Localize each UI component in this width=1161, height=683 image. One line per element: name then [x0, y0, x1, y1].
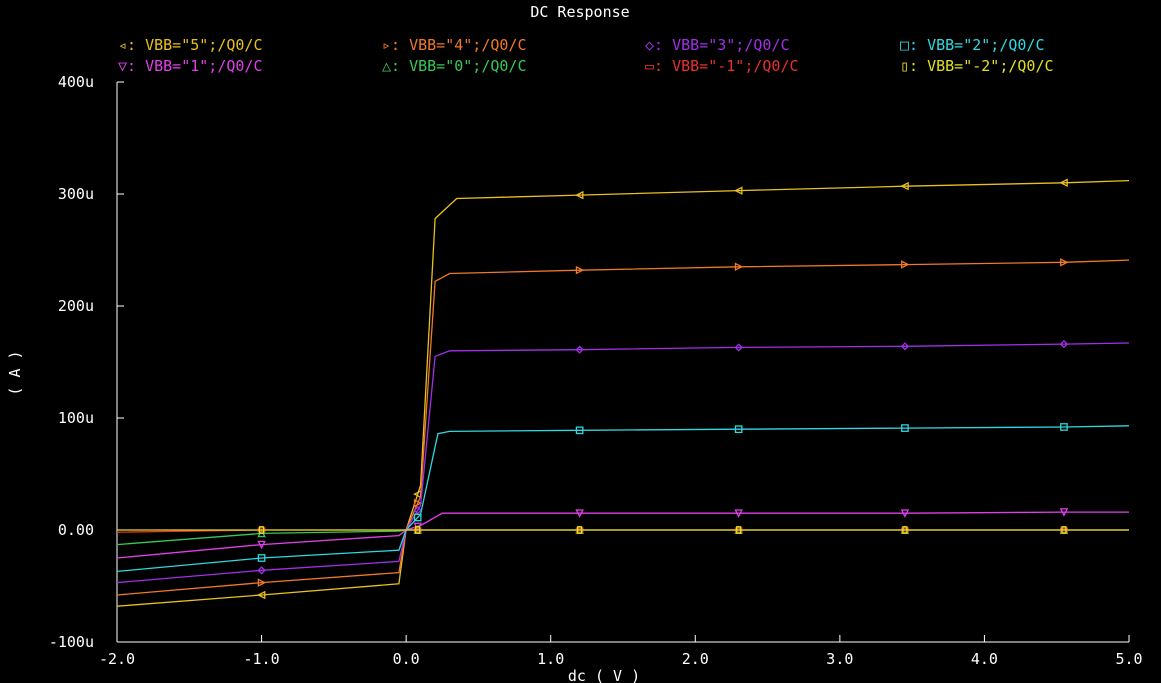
data-point-marker — [257, 578, 267, 587]
legend-entry: □: VBB="2";/Q0/C — [900, 36, 1045, 54]
series — [116, 423, 1130, 573]
data-point-marker — [575, 426, 584, 435]
series-line — [116, 425, 1130, 573]
data-point-marker — [575, 509, 584, 518]
legend-entry: ▹: VBB="4";/Q0/C — [382, 36, 527, 54]
series — [116, 508, 1129, 559]
data-point-marker — [413, 506, 422, 515]
data-point-marker — [576, 526, 583, 534]
x-tick-label: -1.0 — [244, 650, 280, 668]
data-point-marker — [1059, 339, 1069, 349]
series — [116, 178, 1130, 607]
x-tick-label: 2.0 — [682, 650, 709, 668]
series-line — [116, 511, 1129, 559]
x-tick-label: 0.0 — [393, 650, 420, 668]
series-line — [116, 179, 1130, 607]
x-tick-label: 4.0 — [971, 650, 998, 668]
data-point-marker — [734, 186, 743, 195]
series — [117, 526, 1129, 534]
legend-entry: ◇: VBB="3";/Q0/C — [645, 36, 790, 54]
y-tick-label: 400u — [58, 73, 94, 91]
data-point-marker — [1061, 526, 1067, 534]
data-point-marker — [900, 181, 909, 191]
legend-entry: ◃: VBB="5";/Q0/C — [118, 36, 263, 54]
data-point-marker — [257, 566, 266, 575]
data-point-marker — [734, 262, 744, 272]
series — [116, 258, 1130, 596]
data-point-marker — [574, 190, 584, 200]
data-point-marker — [734, 509, 743, 518]
axes: -2.0 -1.0 0.0 1.0 2.0 3.0 4.0 5.0 -100u 0.00 100u 2… — [49, 73, 1143, 668]
legend-entry: ▯: VBB="-2";/Q0/C — [900, 57, 1054, 75]
series-line — [116, 342, 1130, 584]
legend-entry: △: VBB="0";/Q0/C — [382, 57, 527, 75]
data-point-marker — [734, 343, 743, 352]
data-point-marker — [1059, 508, 1069, 517]
series-layer — [116, 178, 1130, 607]
data-point-marker — [256, 590, 266, 600]
data-point-marker — [901, 424, 909, 432]
x-axis-label: dc ( V ) — [568, 667, 640, 683]
data-point-marker — [413, 498, 423, 508]
data-point-marker — [257, 554, 266, 562]
data-point-marker — [736, 526, 742, 534]
series-line — [116, 259, 1130, 596]
data-point-marker — [257, 540, 266, 550]
series — [116, 339, 1130, 584]
legend-entry: ▽: VBB="1";/Q0/C — [118, 57, 263, 75]
data-point-marker — [1060, 258, 1069, 267]
x-tick-label: 3.0 — [826, 650, 853, 668]
legend: ◃: VBB="5";/Q0/C ▹: VBB="4";/Q0/C ◇: VBB="… — [118, 36, 1054, 75]
chart-title: DC Response — [530, 3, 629, 21]
y-tick-label: 100u — [58, 409, 94, 427]
y-tick-label: 0.00 — [58, 521, 94, 539]
data-point-marker — [413, 513, 422, 522]
data-point-marker — [1060, 423, 1068, 431]
data-point-marker — [900, 342, 910, 351]
y-tick-label: -100u — [49, 633, 94, 651]
data-point-marker — [734, 425, 743, 434]
legend-entry: ▭: VBB="-1";/Q0/C — [645, 57, 799, 75]
data-point-marker — [415, 526, 421, 534]
y-axis-label: ( A ) — [6, 350, 24, 395]
x-tick-label: 5.0 — [1115, 650, 1142, 668]
data-point-marker — [1059, 178, 1068, 188]
data-point-marker — [258, 526, 265, 534]
data-point-marker — [901, 260, 910, 269]
y-tick-label: 300u — [58, 185, 94, 203]
data-point-marker — [902, 526, 908, 534]
data-point-marker — [575, 345, 584, 354]
x-tick-label: 1.0 — [537, 650, 564, 668]
y-tick-label: 200u — [58, 297, 94, 315]
data-point-marker — [575, 265, 585, 275]
data-point-marker — [900, 509, 910, 518]
x-tick-label: -2.0 — [99, 650, 135, 668]
